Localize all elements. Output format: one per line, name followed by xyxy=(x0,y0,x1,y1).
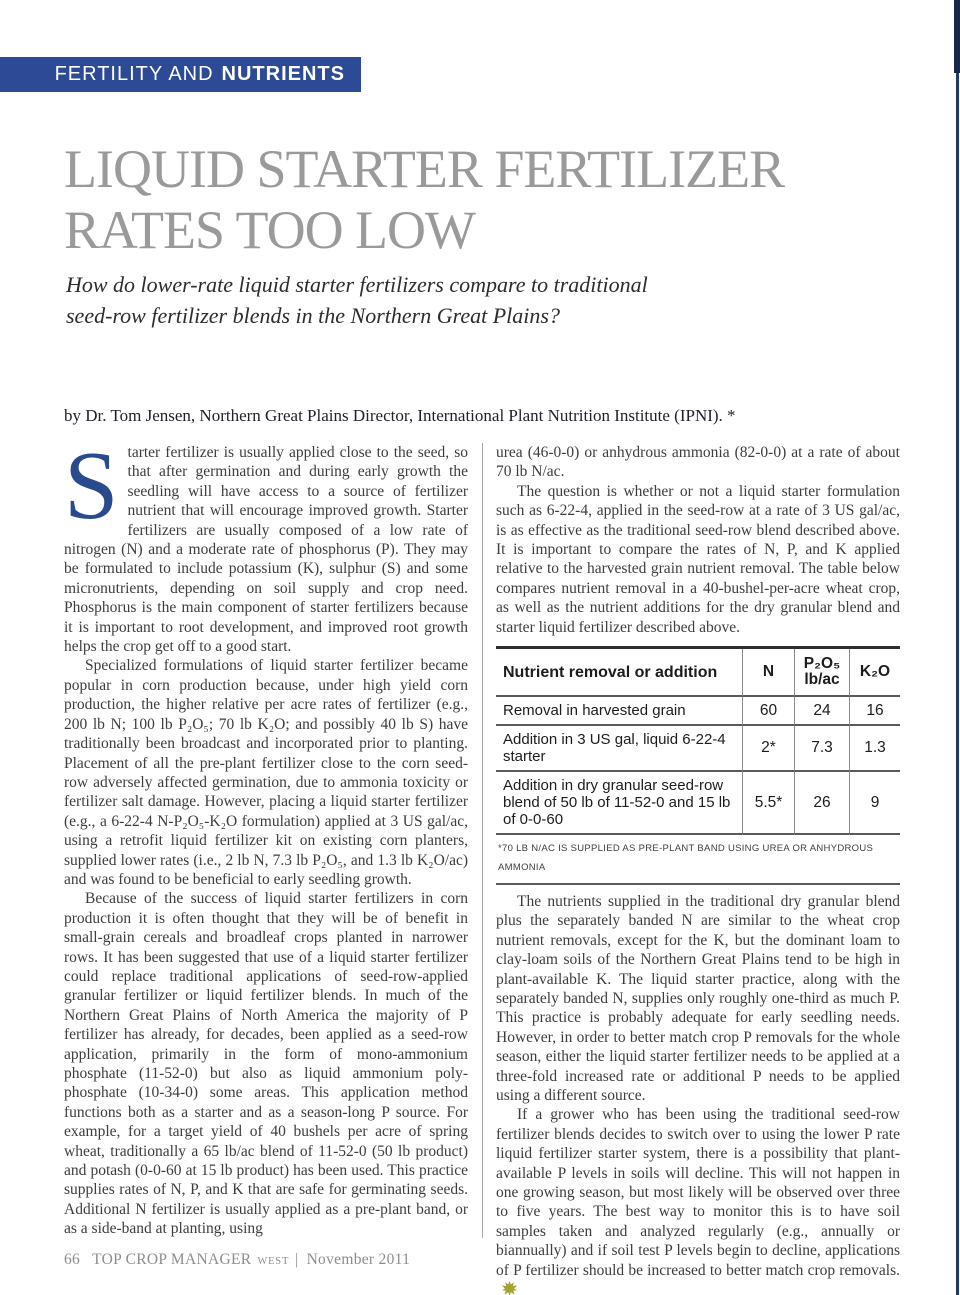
article-subtitle-line2: seed-row fertilizer blends in the Northe… xyxy=(66,303,560,328)
table-footnote: *70 LB N/AC IS SUPPLIED AS PRE-PLANT BAN… xyxy=(496,835,900,885)
table-cell: 5.5* xyxy=(742,772,794,836)
page-footer: 66 TOP CROP MANAGER WEST | November 2011 xyxy=(64,1251,410,1269)
table-row-label: Addition in 3 US gal, liquid 6-22-4 star… xyxy=(496,726,742,773)
page-edge-notch xyxy=(954,0,960,73)
table-header-p2o5-unit: lb/ac xyxy=(804,671,840,689)
paragraph: The nutrients supplied in the traditiona… xyxy=(496,892,900,1104)
table-header-label: Nutrient removal or addition xyxy=(496,649,742,698)
table-row-label: Addition in dry granular seed-row blend … xyxy=(496,772,742,836)
column-gap xyxy=(468,443,496,1295)
article-title-line2: RATES TOO LOW xyxy=(64,200,476,260)
table-cell: 26 xyxy=(794,772,849,836)
table-row-label: Removal in harvested grain xyxy=(496,697,742,727)
table-header-n: N xyxy=(742,649,794,698)
table-cell: 60 xyxy=(742,697,794,727)
article-body: Starter fertilizer is usually applied cl… xyxy=(64,432,900,1295)
article-subtitle: How do lower-rate liquid starter fertili… xyxy=(66,269,648,331)
column-divider xyxy=(481,443,483,1238)
table-cell: 16 xyxy=(849,697,900,727)
edition-label: WEST xyxy=(257,1256,290,1267)
magazine-name: TOP CROP MANAGER xyxy=(92,1251,252,1268)
right-column: urea (46-0-0) or anhydrous ammonia (82-0… xyxy=(496,443,900,1295)
paragraph: Specialized formulations of liquid start… xyxy=(64,657,468,888)
paragraph: The question is whether or not a liquid … xyxy=(496,482,900,636)
page-edge-line xyxy=(956,0,959,1295)
section-banner-label-bold: NUTRIENTS xyxy=(221,63,345,85)
issue-date: November 2011 xyxy=(306,1251,411,1268)
byline: by Dr. Tom Jensen, Northern Great Plains… xyxy=(64,406,736,425)
table-header-k2o: K₂O xyxy=(849,649,900,698)
paragraph: Starter fertilizer is usually applied cl… xyxy=(64,432,468,656)
section-banner: FERTILITY AND NUTRIENTS xyxy=(0,57,361,92)
table-header-p2o5: P₂O₅ lb/ac xyxy=(794,649,849,698)
table-cell: 7.3 xyxy=(794,726,849,773)
table-cell: 2* xyxy=(742,726,794,773)
paragraph: If a grower who has been using the tradi… xyxy=(496,1105,900,1295)
table-header-p2o5-formula: P₂O₅ xyxy=(803,655,841,673)
table-cell: 24 xyxy=(794,697,849,727)
paragraph-text: If a grower who has been using the tradi… xyxy=(496,1106,900,1279)
paragraph: urea (46-0-0) or anhydrous ammonia (82-0… xyxy=(496,444,900,481)
section-banner-label: FERTILITY AND xyxy=(54,63,214,85)
left-column: Starter fertilizer is usually applied cl… xyxy=(64,432,468,1295)
article-title: LIQUID STARTER FERTILIZER RATES TOO LOW xyxy=(64,139,785,261)
table-cell: 9 xyxy=(849,772,900,836)
article-title-line1: LIQUID STARTER FERTILIZER xyxy=(64,139,785,199)
paragraph: Because of the success of liquid starter… xyxy=(64,890,468,1238)
maple-leaf-icon xyxy=(501,1280,518,1295)
article-subtitle-line1: How do lower-rate liquid starter fertili… xyxy=(66,272,648,297)
footer-separator: | xyxy=(295,1251,299,1268)
table-cell: 1.3 xyxy=(849,726,900,773)
page-number: 66 xyxy=(64,1251,81,1268)
nutrient-table: Nutrient removal or addition N P₂O₅ lb/a… xyxy=(496,646,900,885)
